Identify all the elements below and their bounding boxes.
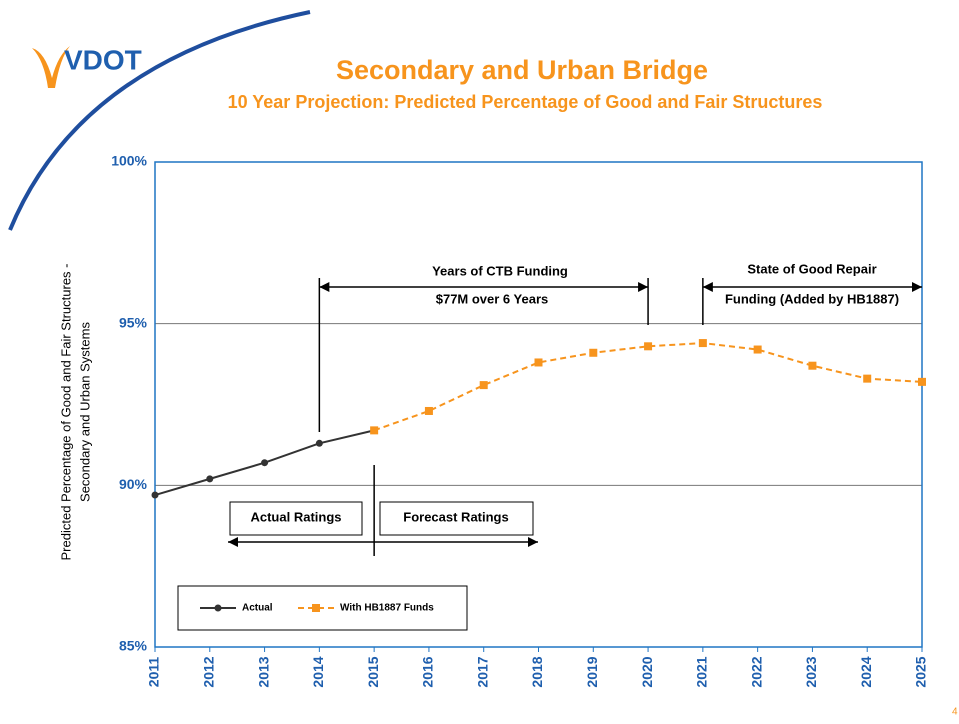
x-tick-label: 2020 (639, 656, 655, 687)
marker (644, 342, 653, 351)
logo-swoosh (32, 46, 70, 88)
marker (808, 361, 817, 370)
legend-marker (214, 604, 222, 612)
y-tick-label: 90% (119, 476, 148, 492)
marker (206, 475, 214, 483)
marker (479, 381, 488, 390)
x-tick-label: 2025 (913, 656, 929, 687)
chart-title: Secondary and Urban Bridge (336, 55, 708, 85)
chart-subtitle: 10 Year Projection: Predicted Percentage… (228, 92, 823, 112)
decor-arc (8, 10, 311, 231)
annotation: Years of CTB Funding (432, 263, 568, 278)
logo: VDOT (64, 44, 142, 75)
marker (151, 491, 159, 499)
marker (424, 406, 433, 415)
plot-border (154, 161, 923, 648)
marker (370, 426, 379, 435)
annotation: State of Good Repair (747, 261, 876, 276)
x-tick-label: 2011 (146, 657, 162, 688)
annotation: Funding (Added by HB1887) (725, 291, 899, 306)
marker (261, 459, 269, 467)
x-tick-label: 2023 (803, 656, 819, 687)
annotation: $77M over 6 Years (436, 291, 549, 306)
y-tick-label: 95% (119, 314, 148, 330)
legend: Actual With HB1887 Funds (177, 585, 468, 631)
legend-label: Actual (242, 603, 273, 614)
x-tick-label: 2024 (858, 656, 874, 687)
x-tick-label: 2014 (310, 656, 326, 687)
legend-label: With HB1887 Funds (340, 603, 434, 614)
x-tick-label: 2018 (529, 656, 545, 687)
y-axis-label: Secondary and Urban Systems (77, 322, 92, 502)
x-tick-label: 2017 (474, 656, 490, 687)
legend-marker (312, 604, 320, 612)
series-line (373, 342, 923, 432)
annotation: Forecast Ratings (403, 509, 508, 524)
marker (753, 345, 762, 354)
marker (863, 374, 872, 383)
annotation-box (229, 501, 363, 536)
marker (589, 348, 598, 357)
annotation: Actual Ratings (250, 509, 341, 524)
page-number: 4 (952, 707, 958, 718)
marker (315, 439, 323, 447)
x-tick-label: 2015 (365, 656, 381, 687)
y-tick-label: 100% (111, 153, 147, 169)
y-axis-label: Predicted Percentage of Good and Fair St… (58, 264, 73, 561)
x-tick-label: 2013 (255, 656, 271, 687)
x-tick-label: 2012 (200, 656, 216, 687)
marker (698, 339, 707, 348)
y-tick-label: 85% (119, 638, 148, 654)
annotation-box (379, 501, 534, 536)
x-tick-label: 2022 (748, 656, 764, 687)
marker (918, 377, 926, 386)
x-tick-label: 2019 (584, 656, 600, 687)
x-tick-label: 2021 (694, 656, 710, 687)
marker (534, 358, 543, 367)
x-tick-label: 2016 (420, 656, 436, 687)
